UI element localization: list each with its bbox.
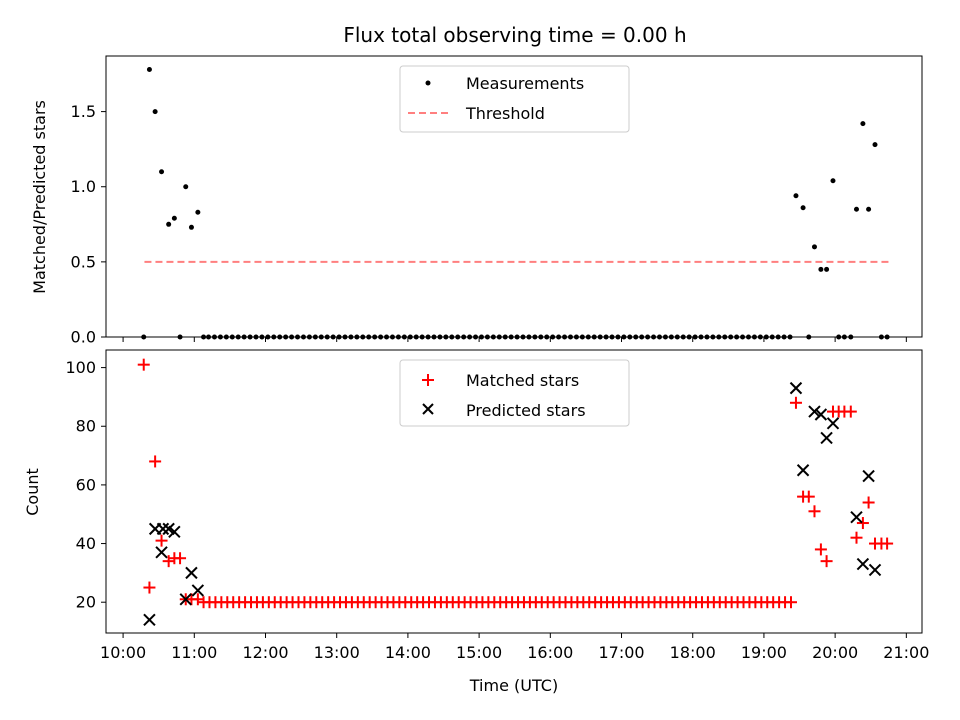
matched-star-point [191, 593, 204, 606]
predicted-star-point [814, 408, 828, 421]
bottom-legend: Matched stars Predicted stars [399, 359, 630, 427]
matched-star-point [850, 531, 863, 544]
bottom-y-tick-label: 60 [76, 475, 96, 494]
x-tick-label: 12:00 [242, 643, 288, 662]
predicted-star-point [168, 525, 181, 539]
top-axes-frame [105, 55, 923, 338]
x-tick-label: 11:00 [171, 643, 217, 662]
matched-star-point [143, 581, 156, 594]
matched-star-point [162, 555, 175, 568]
x-tick-label: 14:00 [385, 643, 431, 662]
matched-star-point [856, 517, 869, 530]
top-y-tick-label: 0.0 [71, 328, 96, 347]
top-y-tick-label: 1.0 [71, 177, 96, 196]
bottom-y-ticks: 20 40 60 80 100 [65, 358, 106, 612]
legend-measurements-marker [425, 80, 431, 86]
matched-star-point [784, 596, 797, 609]
matched-star-point [808, 505, 821, 518]
predicted-star-point [856, 557, 870, 571]
bottom-axes-frame [105, 349, 923, 634]
x-axis-label: Time (UTC) [469, 676, 558, 695]
legend-matched-marker [422, 374, 434, 386]
matched-star-point [814, 543, 827, 556]
matched-star-point [155, 534, 168, 547]
measurement-point [824, 266, 830, 272]
measurement-point [159, 169, 165, 175]
matched-star-point [137, 358, 150, 371]
counts-layer [137, 358, 894, 627]
bottom-panel: 20 40 60 80 100 10:00 11:00 12:00 13:00 14:00 15:… [23, 349, 929, 695]
measurement-point [800, 205, 806, 211]
measurement-point [818, 266, 824, 272]
measurement-point [188, 224, 194, 230]
matched-star-point [149, 455, 162, 468]
bottom-x-ticks: 10:00 11:00 12:00 13:00 14:00 15:00 16:00 17:00… [100, 633, 929, 662]
measurement-point [146, 67, 152, 73]
predicted-star-point [155, 546, 168, 559]
x-tick-label: 13:00 [314, 643, 360, 662]
predicted-star-point [191, 584, 205, 597]
measurement-point [872, 142, 878, 148]
predicted-star-point [820, 431, 833, 445]
legend-matched-label: Matched stars [466, 371, 579, 390]
bottom-legend-box [399, 359, 630, 427]
predicted-star-point [179, 593, 192, 606]
measurement-point [793, 193, 799, 199]
predicted-star-point [185, 566, 198, 580]
top-x-ticks [122, 337, 907, 342]
x-tick-label: 20:00 [812, 643, 858, 662]
top-y-axis-label: Matched/Predicted stars [30, 100, 49, 294]
top-legend: Measurements Threshold [399, 65, 630, 133]
matched-star-point [862, 496, 875, 509]
x-tick-label: 19:00 [741, 643, 787, 662]
measurement-point [860, 121, 866, 127]
legend-measurements-label: Measurements [466, 74, 584, 93]
measurement-point [853, 206, 859, 212]
matched-star-point [881, 537, 894, 550]
measurement-point [811, 244, 817, 250]
matched-star-point [174, 552, 187, 565]
predicted-star-point [789, 381, 803, 395]
matched-star-point [844, 405, 857, 418]
top-y-tick-label: 0.5 [71, 252, 96, 271]
legend-predicted-marker [422, 403, 434, 415]
bottom-y-tick-label: 100 [65, 358, 96, 377]
legend-threshold-label: Threshold [465, 104, 545, 123]
measurement-point [166, 221, 172, 227]
bottom-y-axis-label: Count [23, 468, 42, 516]
predicted-star-point [850, 510, 863, 524]
top-legend-box [399, 65, 630, 133]
x-tick-label: 21:00 [883, 643, 929, 662]
x-tick-label: 16:00 [527, 643, 573, 662]
predicted-star-point [868, 563, 882, 577]
chart-title: Flux total observing time = 0.00 h [343, 23, 686, 47]
matched-star-point [820, 555, 833, 568]
measurement-point [183, 184, 189, 190]
matched-star-point [802, 490, 815, 503]
measurement-point [830, 178, 836, 184]
predicted-star-point [808, 405, 821, 418]
predicted-star-point [862, 469, 875, 483]
predicted-star-point [156, 522, 170, 536]
x-tick-label: 17:00 [598, 643, 644, 662]
predicted-star-point [796, 464, 810, 477]
top-y-ticks: 0.0 0.5 1.0 1.5 [71, 102, 106, 347]
measurement-point [152, 109, 158, 115]
bottom-y-tick-label: 80 [76, 417, 96, 436]
measurement-point [171, 215, 177, 221]
top-panel: 0.0 0.5 1.0 1.5 Matched/Predicted stars Mea… [30, 55, 923, 347]
measurement-point [866, 206, 872, 212]
matched-star-point [789, 396, 802, 409]
x-tick-label: 15:00 [456, 643, 502, 662]
legend-predicted-label: Predicted stars [466, 401, 586, 420]
predicted-star-point [826, 417, 840, 430]
x-tick-label: 18:00 [670, 643, 716, 662]
bottom-y-tick-label: 20 [76, 593, 96, 612]
top-y-tick-label: 1.5 [71, 102, 96, 121]
measurement-point [195, 209, 201, 215]
x-tick-label: 10:00 [100, 643, 146, 662]
bottom-y-tick-label: 40 [76, 534, 96, 553]
predicted-star-point [143, 613, 156, 627]
